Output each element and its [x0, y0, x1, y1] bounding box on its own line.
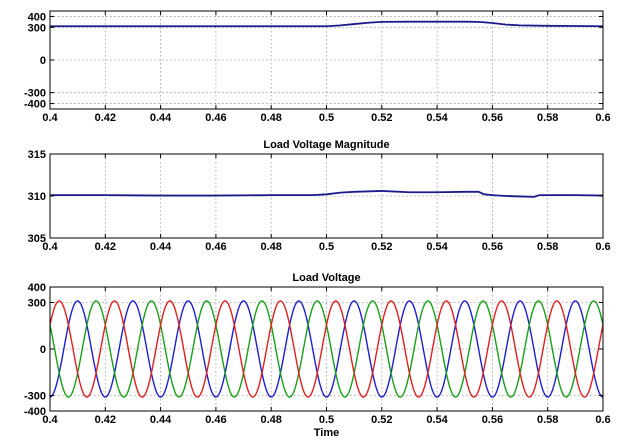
chart-panel-1: 0.4 0.42 0.44 0.46 0.48 0.5 0.52 0.54 0.56 0.58 0.… [24, 10, 611, 124]
x-tick-label: 0.46 [205, 241, 226, 253]
x-tick-label: 0.42 [95, 414, 116, 426]
x-tick-label: 0.58 [537, 414, 558, 426]
chart-title: Load Voltage Magnitude [263, 139, 389, 151]
x-tick-label: 0.5 [319, 241, 334, 253]
y-tick-label: 305 [28, 233, 46, 245]
y-tick-label: 310 [28, 191, 46, 203]
x-tick-label: 0.52 [371, 112, 392, 124]
x-tick-label: 0.56 [482, 241, 503, 253]
chart-title: Load Voltage [292, 272, 360, 284]
x-tick-label: 0.58 [537, 241, 558, 253]
y-tick-label: 0 [40, 55, 46, 67]
x-tick-label: 0.4 [42, 112, 58, 124]
series-line-1 [50, 20, 603, 28]
y-tick-label: -400 [24, 99, 46, 111]
y-tick-label: 300 [28, 298, 46, 310]
series-line-1 [50, 190, 603, 198]
x-tick-label: 0.48 [260, 241, 281, 253]
x-tick-label: 0.56 [482, 112, 503, 124]
x-tick-label: 0.48 [260, 112, 281, 124]
x-tick-label: 0.44 [150, 241, 172, 253]
y-tick-label: -300 [24, 391, 46, 403]
y-tick-label: 400 [28, 11, 46, 23]
x-tick-label: 0.56 [482, 414, 503, 426]
x-tick-label: 0.42 [95, 241, 116, 253]
x-tick-label: 0.52 [371, 241, 392, 253]
x-tick-label: 0.54 [426, 112, 448, 124]
y-tick-label: 315 [28, 149, 46, 161]
x-tick-label: 0.48 [260, 414, 281, 426]
x-tick-label: 0.5 [319, 414, 334, 426]
y-tick-label: 300 [28, 22, 46, 34]
y-tick-label: 400 [28, 282, 46, 294]
x-tick-label: 0.4 [42, 241, 58, 253]
x-tick-label: 0.46 [205, 414, 226, 426]
x-tick-label: 0.4 [42, 414, 58, 426]
x-tick-label: 0.6 [595, 241, 610, 253]
chart-panel-2: 0.4 0.42 0.44 0.46 0.48 0.5 0.52 0.54 0.56 0.58 0.… [28, 139, 611, 253]
y-tick-label: -400 [24, 406, 46, 418]
x-tick-label: 0.6 [595, 112, 610, 124]
x-tick-label: 0.44 [150, 414, 172, 426]
x-tick-label: 0.54 [426, 241, 448, 253]
x-tick-label: 0.58 [537, 112, 558, 124]
x-tick-label: 0.46 [205, 112, 226, 124]
x-tick-label: 0.44 [150, 112, 172, 124]
chart-panel-3: 0.4 0.42 0.44 0.46 0.48 0.5 0.52 0.54 0.56 0.58 0.… [24, 272, 611, 439]
x-tick-label: 0.54 [426, 414, 448, 426]
x-axis-label: Time [314, 427, 339, 439]
x-tick-label: 0.6 [595, 414, 610, 426]
y-tick-label: 0 [40, 344, 46, 356]
x-tick-label: 0.52 [371, 414, 392, 426]
x-tick-label: 0.5 [319, 112, 334, 124]
series-line-3 [50, 300, 603, 398]
x-tick-label: 0.42 [95, 112, 116, 124]
y-tick-label: -300 [24, 88, 46, 100]
